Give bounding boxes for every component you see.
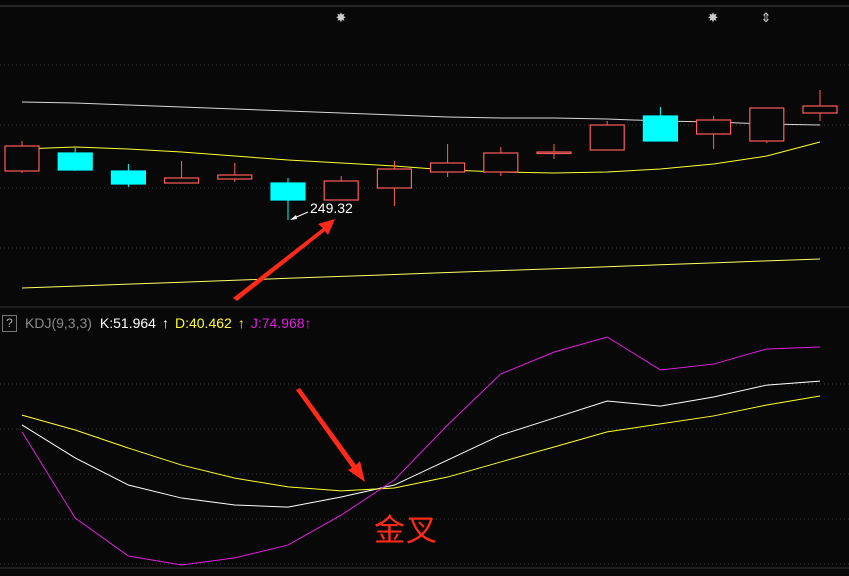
ma-line-long [21, 258, 821, 289]
low-pointer-head-icon [290, 215, 297, 220]
star-icon: ✸ [708, 10, 719, 25]
golden-cross-label: 金叉 [374, 513, 438, 549]
candle-down [57, 152, 93, 171]
candle-up [536, 151, 572, 155]
j-value: J:74.968 [250, 315, 305, 331]
double-arrow-icon: ⇕ [761, 10, 772, 25]
candle-up [376, 168, 412, 189]
indicator-name: KDJ(9,3,3) [25, 315, 92, 331]
j-arrow-icon: ↑ [304, 315, 312, 331]
red-arrow-icon [233, 219, 335, 301]
kdj-legend: ? KDJ(9,3,3) K:51.964 ↑ D:40.462 ↑ J:74.… [0, 313, 312, 333]
candle-up [430, 162, 466, 173]
ma-line-yellow [21, 141, 821, 174]
d-value: D:40.462 [174, 315, 232, 331]
help-button[interactable]: ? [2, 314, 17, 332]
low-price-label: 249.32 [310, 200, 353, 216]
candle-up [802, 105, 838, 114]
kdj-line-j [21, 336, 821, 566]
candle-up [589, 124, 625, 151]
candle-up [323, 180, 359, 201]
candle-down [270, 182, 306, 201]
candle-up [695, 119, 732, 135]
d-arrow-icon: ↑ [237, 315, 245, 331]
candle-up [483, 152, 519, 173]
star-icon: ✸ [336, 10, 347, 25]
k-value: K:51.964 [99, 315, 156, 331]
candle-up [164, 177, 200, 184]
k-arrow-icon: ↑ [161, 315, 169, 331]
candle-up [4, 145, 40, 172]
red-arrow-icon [296, 388, 365, 482]
candle-up [217, 174, 253, 180]
kdj-line-d [21, 395, 821, 492]
candle-down [642, 115, 679, 142]
ma-line-white [21, 101, 821, 126]
kdj-line-k [21, 380, 821, 508]
candle-down [110, 170, 147, 185]
candle-up [749, 107, 785, 142]
